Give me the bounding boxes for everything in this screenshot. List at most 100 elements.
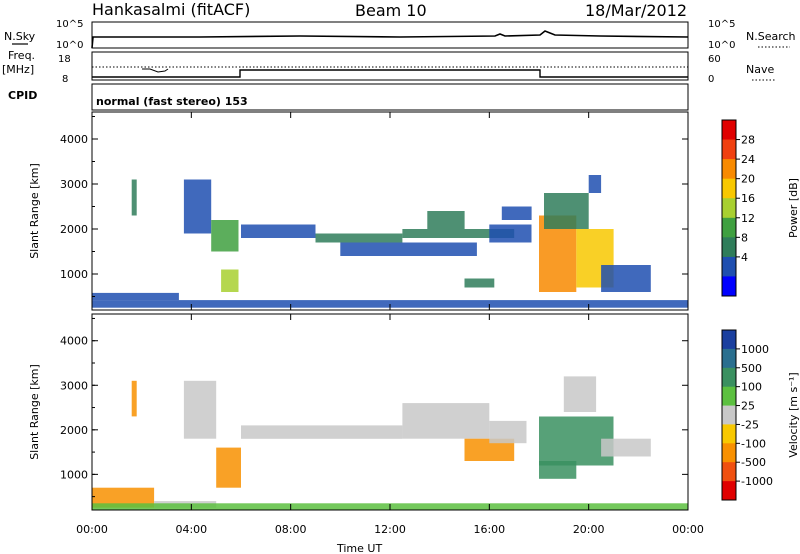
power-ytick-label-0: 1000: [60, 268, 88, 281]
power-cell-2: [131, 179, 137, 216]
velocity-cbar-label-0: 1000: [741, 343, 769, 356]
power-ytick-label-2: 3000: [60, 178, 88, 191]
power-cells: [92, 175, 688, 308]
velocity-cbar-label-3: 25: [741, 400, 755, 413]
nsky-label: N.Sky: [4, 30, 36, 43]
velocity-cbar-label-6: -500: [741, 456, 766, 469]
xtick-label-4: 16:00: [473, 523, 505, 536]
velocity-colorbar-seg-7: [722, 462, 736, 482]
power-cell-10: [427, 211, 465, 229]
power-cell-3: [183, 179, 212, 234]
velocity-cell-11: [563, 376, 597, 412]
velocity-colorbar-label: Velocity [m s⁻¹]: [787, 372, 800, 457]
power-cbar-label-3: 16: [741, 192, 755, 205]
velocity-colorbar-seg-0: [722, 330, 736, 350]
xtick-label-2: 08:00: [275, 523, 307, 536]
power-cbar-label-5: 8: [741, 231, 748, 244]
velocity-cell-10: [539, 461, 577, 479]
velocity-colorbar-seg-4: [722, 405, 736, 425]
power-cbar-label-1: 24: [741, 153, 755, 166]
velocity-colorbar: 1000 500 100 25 -25 -100 -500 -1000: [721, 329, 773, 501]
power-colorbar-seg-5: [722, 217, 736, 238]
power-ytick-label-3: 4000: [60, 133, 88, 146]
power-colorbar-seg-1: [722, 139, 736, 160]
velocity-cell-3: [183, 380, 217, 439]
power-cbar-label-6: 4: [741, 251, 748, 264]
power-cell-5: [221, 269, 239, 292]
power-ylabel: Slant Range [km]: [28, 163, 41, 259]
velocity-ytick-label-3: 4000: [60, 335, 88, 348]
power-cell-16: [601, 265, 651, 292]
date-title: 18/Mar/2012: [585, 1, 687, 20]
power-cell-0: [92, 300, 688, 308]
velocity-colorbar-seg-8: [722, 481, 736, 501]
power-panel: 1000 2000 3000 4000 Slant Range [km] 28 24 20…: [28, 111, 800, 311]
velocity-cbar-label-4: -25: [741, 418, 759, 431]
power-colorbar-label: Power [dB]: [787, 178, 800, 238]
power-y-axis: 1000 2000 3000 4000: [60, 116, 688, 297]
sky-search-panel: N.Sky 10^5 10^0 10^5 10^0 N.Search: [4, 19, 796, 51]
nave-ytick-bottom: 0: [708, 74, 714, 85]
cpid-panel: normal (fast stereo) 153: [91, 83, 689, 111]
beam-title: Beam 10: [355, 1, 427, 20]
cpid-label: CPID: [8, 89, 37, 102]
xtick-label-1: 04:00: [175, 523, 207, 536]
time-axis: 00:00 04:00 08:00 12:00 16:00 20:00 00:00: [76, 112, 704, 536]
sky-ytick-top: 10^5: [56, 19, 83, 30]
velocity-cbar-label-5: -100: [741, 437, 766, 450]
power-cell-13: [501, 206, 532, 220]
power-cell-7: [315, 233, 403, 243]
freq-ytick-top: 18: [58, 54, 71, 65]
freq-unit-label: [MHz]: [2, 63, 34, 76]
velocity-y-axis: 1000 2000 3000 4000: [60, 317, 688, 498]
velocity-colorbar-seg-3: [722, 386, 736, 406]
power-cell-17: [544, 193, 589, 229]
power-cell-9: [402, 229, 515, 238]
power-ytick-label-1: 2000: [60, 223, 88, 236]
sky-ytick-bottom: 10^0: [56, 40, 83, 51]
power-cell-18: [588, 175, 602, 193]
power-cell-6: [241, 224, 316, 238]
power-colorbar-seg-6: [722, 237, 736, 258]
xtick-label-0: 00:00: [76, 523, 108, 536]
velocity-panel: 1000 2000 3000 4000 Slant Range [km] 1000 50…: [28, 313, 800, 511]
power-cell-8: [340, 242, 477, 256]
velocity-frame: [91, 313, 689, 511]
velocity-colorbar-seg-2: [722, 367, 736, 387]
nsearch-label: N.Search: [746, 30, 796, 43]
velocity-cbar-label-1: 500: [741, 362, 762, 375]
xtick-label-3: 12:00: [374, 523, 406, 536]
power-colorbar-seg-2: [722, 159, 736, 179]
velocity-ytick-label-2: 3000: [60, 379, 88, 392]
velocity-cell-2: [131, 380, 137, 417]
power-cell-1: [92, 292, 179, 301]
power-cbar-label-4: 12: [741, 212, 755, 225]
velocity-cell-6: [402, 403, 490, 439]
power-cbar-label-2: 20: [741, 173, 755, 186]
velocity-colorbar-seg-6: [722, 443, 736, 463]
power-colorbar: 28 24 20 16 12 8 4: [721, 119, 755, 297]
power-colorbar-seg-8: [722, 276, 736, 297]
velocity-colorbar-seg-5: [722, 424, 736, 444]
time-axis-label: Time UT: [336, 542, 382, 554]
station-title: Hankasalmi (fitACF): [92, 0, 250, 19]
velocity-colorbar-seg-1: [722, 348, 736, 369]
power-colorbar-seg-4: [722, 198, 736, 219]
velocity-cbar-label-7: -1000: [741, 475, 773, 488]
power-cbar-label-0: 28: [741, 134, 755, 147]
velocity-ylabel: Slant Range [km]: [28, 364, 41, 460]
power-colorbar-frame: [721, 119, 737, 297]
velocity-cells: [92, 376, 688, 510]
nave-label: Nave: [746, 63, 774, 76]
freq-label: Freq.: [8, 49, 35, 62]
power-cell-4: [211, 220, 239, 252]
velocity-cell-8: [489, 420, 527, 444]
velocity-cell-12: [601, 438, 651, 457]
freq-nave-panel: Freq. [MHz] 18 8 60 0 Nave CPID: [2, 49, 776, 102]
power-cell-11: [464, 278, 495, 288]
velocity-cell-5: [241, 425, 403, 439]
velocity-ytick-label-1: 2000: [60, 424, 88, 437]
power-cell-12: [489, 224, 532, 243]
xtick-label-5: 20:00: [573, 523, 605, 536]
xtick-label-6: 00:00: [672, 523, 704, 536]
